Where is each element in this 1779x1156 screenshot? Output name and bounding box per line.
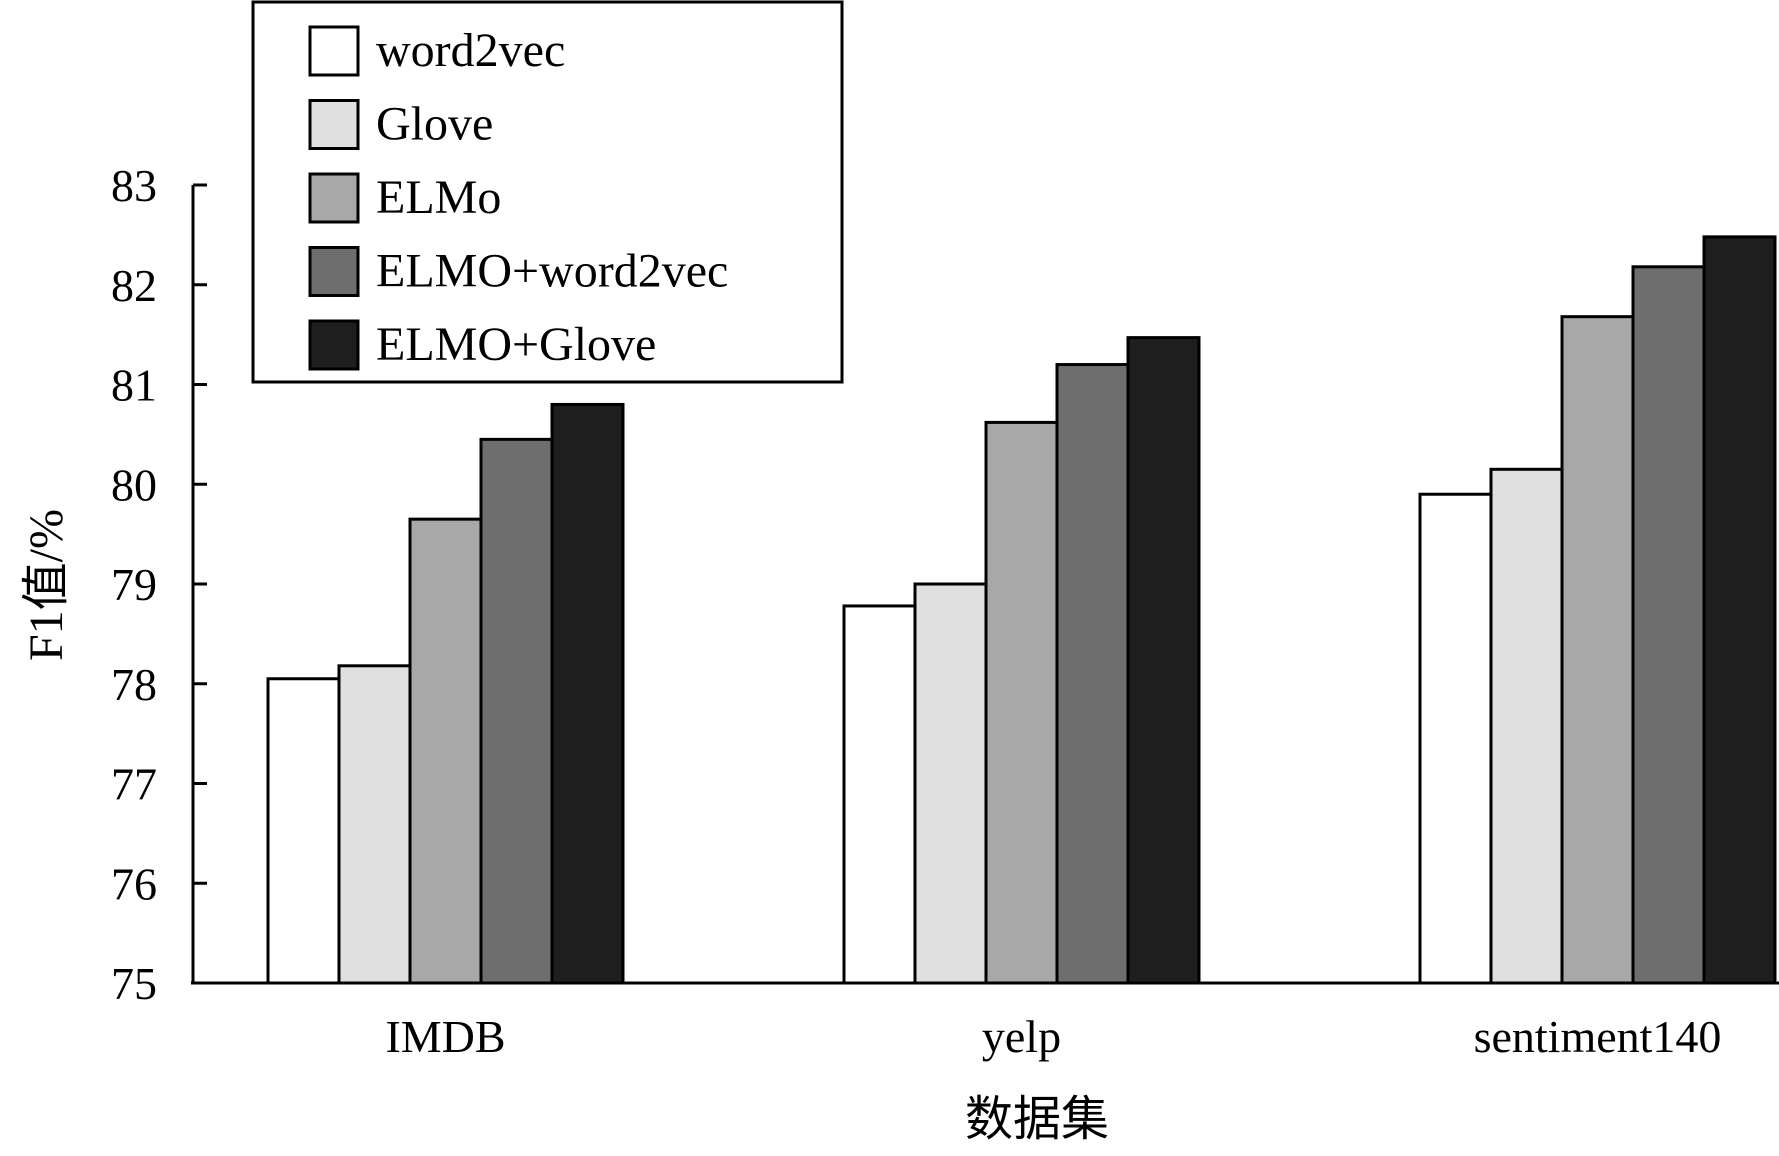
bar-elmo-glove-yelp	[1126, 336, 1201, 985]
y-axis-label: F1值/%	[20, 509, 73, 661]
x-tick-label: IMDB	[385, 1011, 505, 1062]
legend-items: word2vec Glove ELMo ELMO+word2vec ELMO+Glove	[308, 24, 728, 371]
legend-label: ELMO+word2vec	[376, 245, 728, 298]
bar-elmo-imdb	[408, 517, 483, 985]
bar-word2vec-imdb	[266, 677, 341, 985]
legend-label: ELMO+Glove	[376, 318, 656, 371]
bar-elmo-word2vec-imdb	[479, 437, 554, 985]
legend-label: word2vec	[376, 24, 565, 77]
legend-swatch	[308, 25, 360, 77]
x-axis-label: 数据集	[965, 1093, 1109, 1146]
bar-word2vec-sentiment140	[1418, 492, 1493, 985]
legend-label: ELMo	[376, 171, 501, 224]
legend-swatch	[308, 172, 360, 224]
y-tick-label: 75	[111, 958, 157, 1009]
y-tick-label: 76	[111, 858, 157, 909]
legend: word2vec Glove ELMo ELMO+word2vec ELMO+Glove	[251, 0, 844, 384]
bar-glove-imdb	[337, 664, 412, 985]
bar-elmo-glove-imdb	[550, 402, 625, 985]
bar-glove-yelp	[913, 582, 988, 985]
bar-elmo-glove-sentiment140	[1702, 235, 1777, 985]
bar-elmo-sentiment140	[1560, 315, 1635, 985]
y-tick-label: 77	[111, 759, 157, 810]
x-tick-label: sentiment140	[1474, 1011, 1722, 1062]
legend-label: Glove	[376, 98, 493, 151]
legend-swatch	[308, 99, 360, 150]
bar-elmo-word2vec-sentiment140	[1631, 265, 1706, 985]
y-tick-label: 82	[111, 260, 157, 311]
y-tick-label: 78	[111, 659, 157, 710]
legend-swatch	[308, 246, 360, 297]
y-tick-label: 83	[111, 160, 157, 211]
y-tick-label: 81	[111, 360, 157, 411]
y-ticks: 75 76 77 78 79 80 81 82 83	[111, 160, 207, 1009]
bars-layer	[266, 235, 1777, 985]
bar-elmo-word2vec-yelp	[1055, 363, 1130, 985]
legend-swatch	[308, 319, 360, 371]
y-tick-label: 80	[111, 459, 157, 510]
y-tick-label: 79	[111, 559, 157, 610]
bar-glove-sentiment140	[1489, 467, 1564, 985]
x-tick-labels: IMDB yelp sentiment140	[385, 1011, 1721, 1062]
x-tick-label: yelp	[982, 1011, 1061, 1062]
bar-elmo-yelp	[984, 420, 1059, 985]
bar-word2vec-yelp	[842, 604, 917, 985]
